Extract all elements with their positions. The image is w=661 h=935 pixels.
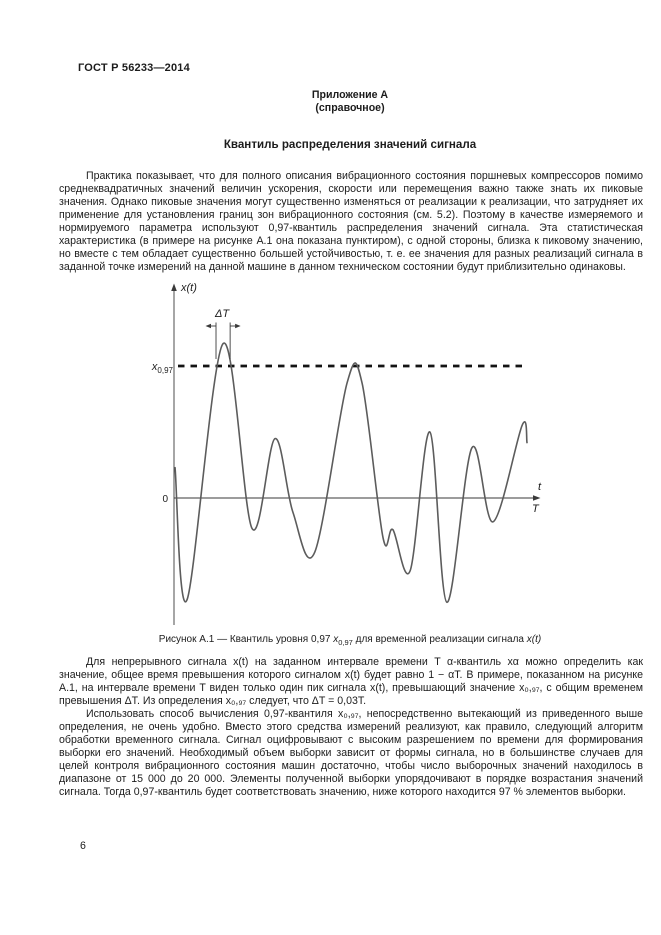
quantile-label-subscript: 0,97 [157, 366, 173, 375]
paragraph-block-2: Для непрерывного сигнала x(t) на заданно… [59, 656, 643, 799]
caption-prefix: Рисунок А.1 — Квантиль уровня 0,97 [158, 634, 334, 645]
quantile-level-label: x0,97 [151, 361, 174, 375]
figure-caption: Рисунок А.1 — Квантиль уровня 0,97 x0,97… [59, 634, 641, 647]
caption-variable-xt: x(t) [526, 634, 542, 645]
caption-subscript: 0,97 [338, 638, 353, 647]
caption-middle: для временной реализации сигнала [352, 634, 527, 645]
paragraph-1: Практика показывает, что для полного опи… [59, 170, 643, 273]
paragraph-3: Использовать способ вычисления 0,97-кван… [59, 708, 643, 798]
t-end-label: T [532, 503, 540, 515]
section-title: Квантиль распределения значений сигнала [223, 138, 477, 151]
annex-line-1: Приложение А [311, 89, 389, 101]
paragraph-block-1: Практика показывает, что для полного опи… [59, 170, 643, 274]
chart-layer [171, 283, 541, 625]
signal-figure: x(t) ΔT x0,97 0 t T [151, 282, 542, 625]
delta-t-label: ΔT [214, 308, 230, 320]
t-axis-arrow [533, 495, 541, 501]
origin-zero-label: 0 [162, 494, 168, 505]
delta-t-right-arrowhead [235, 323, 241, 329]
quantile-label-base: x [151, 361, 158, 373]
annex-line-2: (справочное) [315, 102, 385, 114]
t-axis-label: t [538, 481, 542, 493]
page-number: 6 [80, 840, 86, 852]
delta-t-left-arrowhead [205, 323, 212, 329]
paragraph-2: Для непрерывного сигнала x(t) на заданно… [59, 656, 643, 707]
y-axis-arrow [171, 283, 177, 291]
document-code: ГОСТ Р 56233—2014 [78, 62, 190, 74]
signal-curve [174, 342, 528, 604]
caption-variable-x: x [333, 634, 339, 645]
annex-heading: Приложение А (справочное) [59, 89, 641, 115]
y-axis-label: x(t) [180, 282, 197, 294]
